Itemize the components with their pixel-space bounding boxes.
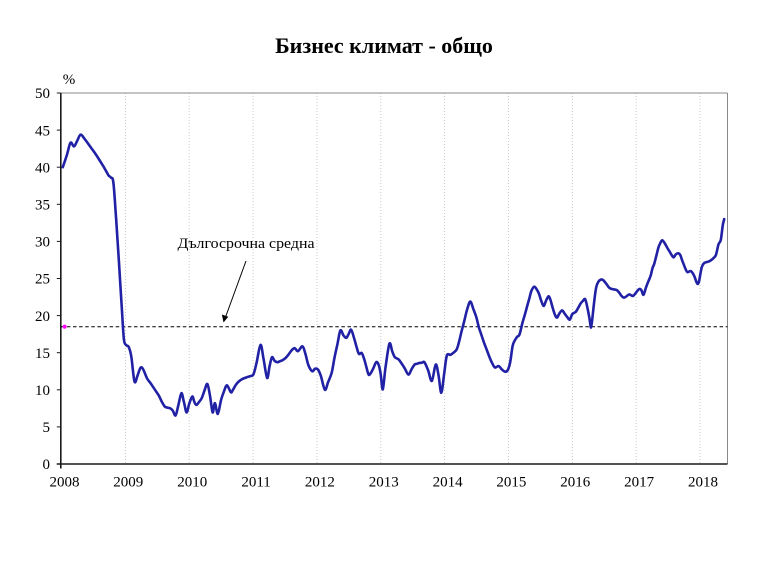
svg-text:2014: 2014 <box>433 475 464 491</box>
svg-text:2011: 2011 <box>241 475 270 491</box>
svg-text:2015: 2015 <box>496 475 526 491</box>
svg-text:2013: 2013 <box>369 475 399 491</box>
svg-text:25: 25 <box>35 272 50 288</box>
svg-text:35: 35 <box>35 198 50 214</box>
svg-text:2010: 2010 <box>177 475 207 491</box>
svg-text:0: 0 <box>43 457 51 473</box>
svg-text:45: 45 <box>35 123 50 139</box>
svg-text:%: % <box>63 72 76 88</box>
svg-text:2018: 2018 <box>688 475 718 491</box>
svg-text:2012: 2012 <box>305 475 335 491</box>
svg-text:2016: 2016 <box>560 475 591 491</box>
svg-text:20: 20 <box>35 309 50 325</box>
svg-text:15: 15 <box>35 346 50 362</box>
svg-text:2008: 2008 <box>50 475 80 491</box>
svg-text:2017: 2017 <box>624 475 655 491</box>
svg-text:30: 30 <box>35 235 50 251</box>
svg-text:40: 40 <box>35 160 50 176</box>
svg-text:5: 5 <box>43 420 51 436</box>
svg-text:Бизнес климат - общо: Бизнес климат - общо <box>275 33 493 58</box>
svg-text:2009: 2009 <box>113 475 143 491</box>
svg-text:Дългосрочна средна: Дългосрочна средна <box>178 236 315 252</box>
svg-text:50: 50 <box>35 86 50 102</box>
svg-text:10: 10 <box>35 383 50 399</box>
